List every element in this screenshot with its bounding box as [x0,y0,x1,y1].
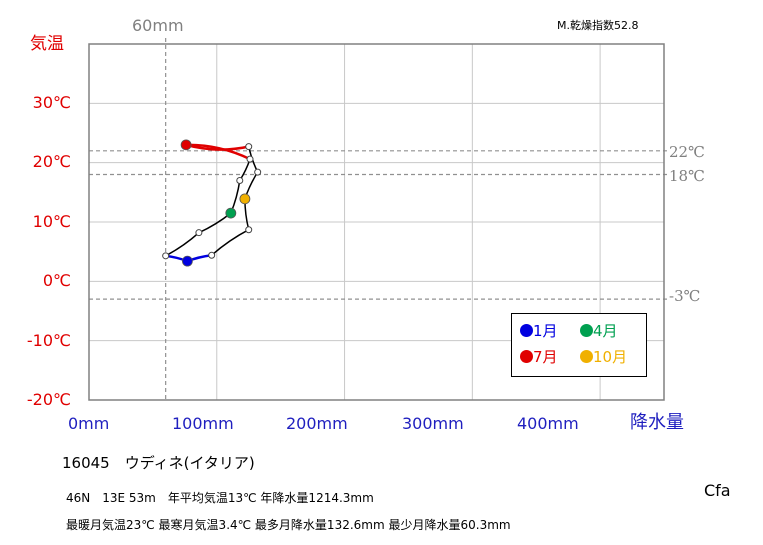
y-tick-label: -20℃ [26,390,71,409]
x-tick-label: 100mm [172,414,234,433]
data-point-month-6 [246,155,254,163]
data-point-month-10 [239,193,251,205]
legend-item: 1月 [520,320,558,341]
y-tick-label: 0℃ [42,271,71,290]
data-point-month-1 [181,255,193,267]
series-segment [165,232,200,257]
series-segment [211,229,250,256]
dryness-index: M.乾燥指数52.8 [557,19,639,32]
legend-item: 7月 [520,346,558,367]
series-segment [186,143,251,161]
legend-label: 10月 [593,348,628,366]
data-point-month-7 [180,139,192,151]
climate-class: Cfa [704,481,731,500]
y-tick-label: 30℃ [32,93,71,112]
legend-marker-oct [580,350,593,363]
station-info-line1: 46N 13E 53m 年平均気温13℃ 年降水量1214.3mm [66,491,374,505]
data-point-month-5 [236,176,244,184]
x-tick-label: 400mm [517,414,579,433]
legend-marker-jul [520,350,533,363]
x-tick-label: 200mm [286,414,348,433]
legend-item: 10月 [580,346,627,367]
legend-marker-jan [520,324,533,337]
legend: 1月 4月 7月 10月 [511,313,647,377]
data-point-month-2 [162,252,170,260]
legend-marker-apr [580,324,593,337]
data-point-month-11 [245,226,253,234]
data-point-month-8 [245,143,253,151]
x-axis-label: 降水量 [630,412,684,433]
station-info-line2: 最暖月気温23℃ 最寒月気温3.4℃ 最多月降水量132.6mm 最少月降水量6… [66,518,511,532]
y-tick-label: 20℃ [32,152,71,171]
legend-label: 4月 [593,322,618,340]
plot-frame [88,43,665,401]
data-point-month-3 [195,229,203,237]
station-name: 16045 ウディネ(イタリア) [62,454,255,472]
y-axis-label: 気温 [30,34,64,54]
ref-label-60mm: 60mm [132,16,184,35]
x-tick-label: 0mm [68,414,110,433]
legend-label: 1月 [533,322,558,340]
x-tick-label: 300mm [402,414,464,433]
data-point-month-12 [208,251,216,259]
legend-item: 4月 [580,320,618,341]
series-segment [198,212,232,234]
legend-label: 7月 [533,348,558,366]
y-tick-label: 10℃ [32,212,71,231]
ref-label-22c: 22℃ [669,143,705,161]
data-point-month-9 [254,168,262,176]
data-point-month-4 [225,207,237,219]
ref-label-18c: 18℃ [669,167,705,185]
ref-label-minus3c: -3℃ [669,287,701,305]
y-tick-label: -10℃ [26,331,71,350]
